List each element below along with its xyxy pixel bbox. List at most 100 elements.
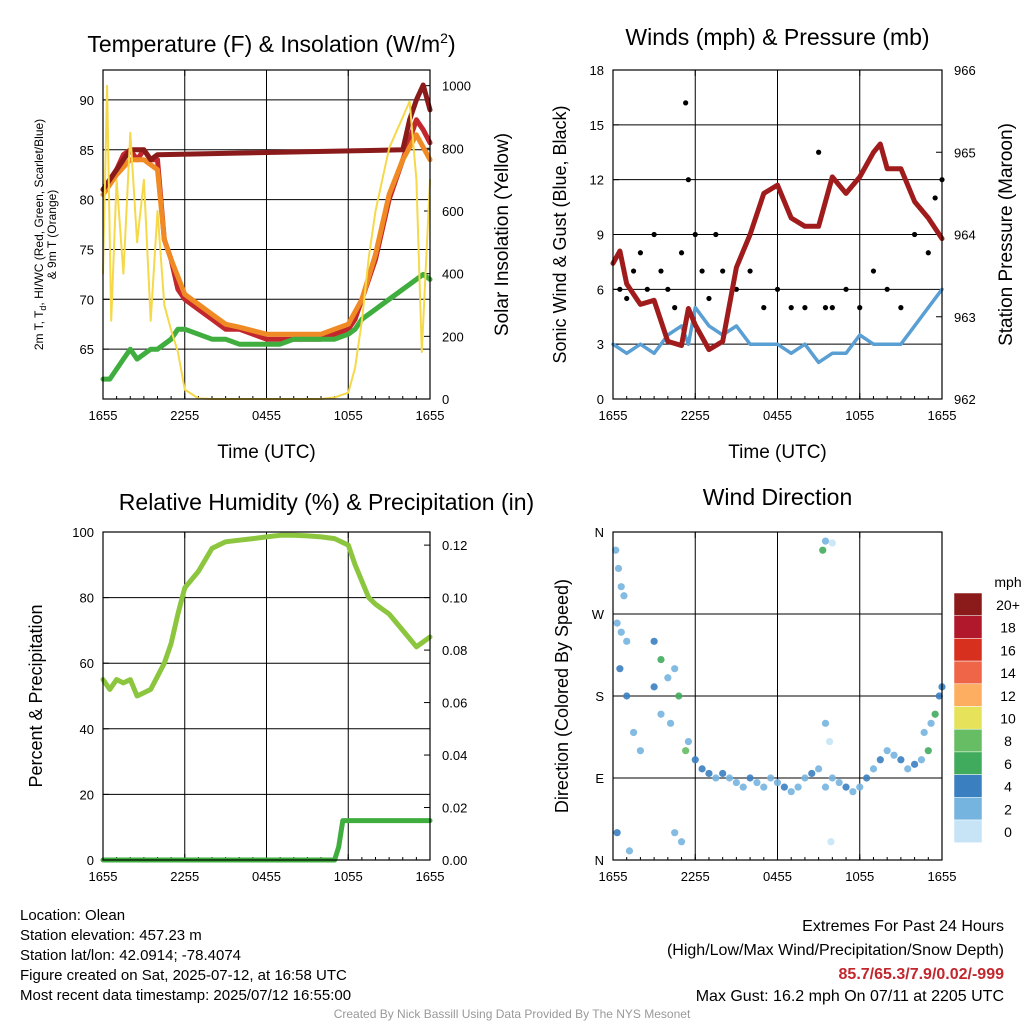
y-right-tick-label: 0.06 bbox=[442, 696, 467, 711]
y-tick-label: 85 bbox=[80, 143, 94, 158]
direction-point bbox=[827, 838, 835, 846]
y-right-tick-label: 963 bbox=[954, 310, 976, 325]
direction-point bbox=[739, 783, 747, 791]
extremes-values: 85.7/65.3/7.9/0.02/-999 bbox=[838, 966, 1004, 983]
x-tick-label: 2255 bbox=[170, 408, 199, 423]
direction-point bbox=[787, 788, 795, 796]
y-right-tick-label: 0 bbox=[442, 392, 449, 407]
gust-point bbox=[630, 268, 637, 274]
direction-point bbox=[828, 539, 836, 547]
legend-label: 4 bbox=[1004, 779, 1012, 795]
series-relative-humidity bbox=[100, 532, 433, 699]
direction-point bbox=[705, 769, 713, 778]
chart-title: Relative Humidity (%) & Precipitation (i… bbox=[119, 489, 534, 515]
legend-label: 2 bbox=[1004, 801, 1012, 817]
legend-swatch bbox=[953, 797, 983, 821]
y-tick-label: 80 bbox=[80, 193, 94, 208]
chart-title: Temperature (F) & Insolation (W/m2) bbox=[87, 30, 455, 57]
direction-point bbox=[910, 760, 919, 768]
x-tick-label: 1655 bbox=[599, 869, 628, 884]
direction-point bbox=[746, 774, 754, 782]
direction-point bbox=[760, 783, 768, 791]
direction-point bbox=[671, 665, 679, 673]
direction-point bbox=[617, 583, 625, 591]
direction-point bbox=[682, 747, 690, 755]
direction-point bbox=[666, 719, 675, 727]
x-tick-label: 1655 bbox=[89, 408, 118, 423]
y-axis-label-line2: & 9m T (Orange) bbox=[45, 190, 59, 280]
series-hi-wc bbox=[100, 82, 433, 193]
y-right-tick-label: 1000 bbox=[442, 79, 471, 94]
series-td bbox=[100, 271, 433, 382]
x-axis-label: Time (UTC) bbox=[728, 442, 827, 463]
series-station-pressure bbox=[610, 141, 945, 353]
x-tick-label: 1655 bbox=[928, 869, 957, 884]
x-tick-label: 1055 bbox=[845, 408, 874, 423]
gust-point bbox=[822, 305, 829, 311]
series-sonic-wind bbox=[611, 287, 944, 365]
y-tick-label: 18 bbox=[590, 63, 604, 78]
direction-point bbox=[753, 778, 761, 787]
gust-point bbox=[617, 286, 623, 292]
y-axis-label: Percent & Precipitation bbox=[26, 604, 46, 787]
legend-label: 6 bbox=[1004, 756, 1012, 772]
gust-point bbox=[692, 231, 698, 238]
gust-point bbox=[843, 286, 849, 292]
direction-point bbox=[931, 710, 939, 718]
y-tick-label: 9 bbox=[597, 228, 604, 243]
gust-point bbox=[644, 286, 650, 292]
direction-point bbox=[613, 829, 621, 837]
y-tick-label: N bbox=[595, 525, 604, 540]
legend-swatch bbox=[953, 819, 983, 843]
gust-point bbox=[788, 305, 794, 311]
gust-point bbox=[816, 149, 822, 155]
gust-point bbox=[665, 286, 671, 292]
direction-point bbox=[794, 783, 802, 791]
y-tick-label: 40 bbox=[80, 722, 94, 737]
y-tick-label: 65 bbox=[80, 342, 94, 357]
direction-point bbox=[657, 710, 665, 718]
x-tick-label: 1655 bbox=[928, 408, 957, 423]
y-tick-label: 75 bbox=[80, 242, 94, 257]
direction-point bbox=[890, 751, 898, 759]
gust-point bbox=[720, 268, 726, 274]
y-right-tick-label: 0.08 bbox=[442, 643, 467, 658]
x-tick-label: 2255 bbox=[170, 869, 199, 884]
x-tick-label: 2255 bbox=[681, 869, 710, 884]
y-right-tick-label: 800 bbox=[442, 141, 464, 156]
direction-point bbox=[821, 537, 830, 545]
direction-point bbox=[821, 783, 830, 791]
direction-point bbox=[842, 783, 850, 791]
legend-label: 16 bbox=[1000, 642, 1016, 658]
direction-point bbox=[904, 765, 912, 773]
direction-point bbox=[636, 747, 645, 755]
direction-point bbox=[819, 546, 827, 554]
y-axis-label: Sonic Wind & Gust (Blue, Black) bbox=[550, 105, 570, 363]
direction-point bbox=[712, 774, 720, 782]
y-tick-label: E bbox=[595, 771, 604, 786]
gust-point bbox=[713, 231, 719, 238]
y-tick-label: 80 bbox=[80, 591, 94, 606]
x-tick-label: 1055 bbox=[334, 408, 363, 423]
x-tick-label: 1055 bbox=[845, 869, 874, 884]
direction-point bbox=[620, 592, 628, 600]
gust-point bbox=[683, 100, 689, 106]
gust-point bbox=[658, 268, 664, 274]
direction-point bbox=[657, 655, 665, 664]
direction-point bbox=[780, 783, 788, 791]
direction-point bbox=[869, 765, 878, 773]
y-tick-label: 90 bbox=[80, 93, 94, 108]
direction-point bbox=[825, 737, 834, 746]
direction-point bbox=[920, 728, 928, 737]
plot-frame bbox=[612, 531, 943, 861]
station-elevation: Station elevation: 457.23 m bbox=[20, 927, 202, 944]
y-right-axis-label: Solar Insolation (Yellow) bbox=[492, 133, 513, 336]
max-gust: Max Gust: 16.2 mph On 07/11 at 2205 UTC bbox=[695, 988, 1004, 1005]
legend-label: 0 bbox=[1004, 824, 1012, 840]
most-recent-timestamp: Most recent data timestamp: 2025/07/12 1… bbox=[20, 987, 352, 1004]
y-tick-label: 15 bbox=[590, 118, 604, 133]
direction-point bbox=[725, 774, 734, 782]
gust-point bbox=[699, 268, 705, 274]
direction-point bbox=[808, 769, 816, 778]
direction-point bbox=[617, 628, 625, 636]
